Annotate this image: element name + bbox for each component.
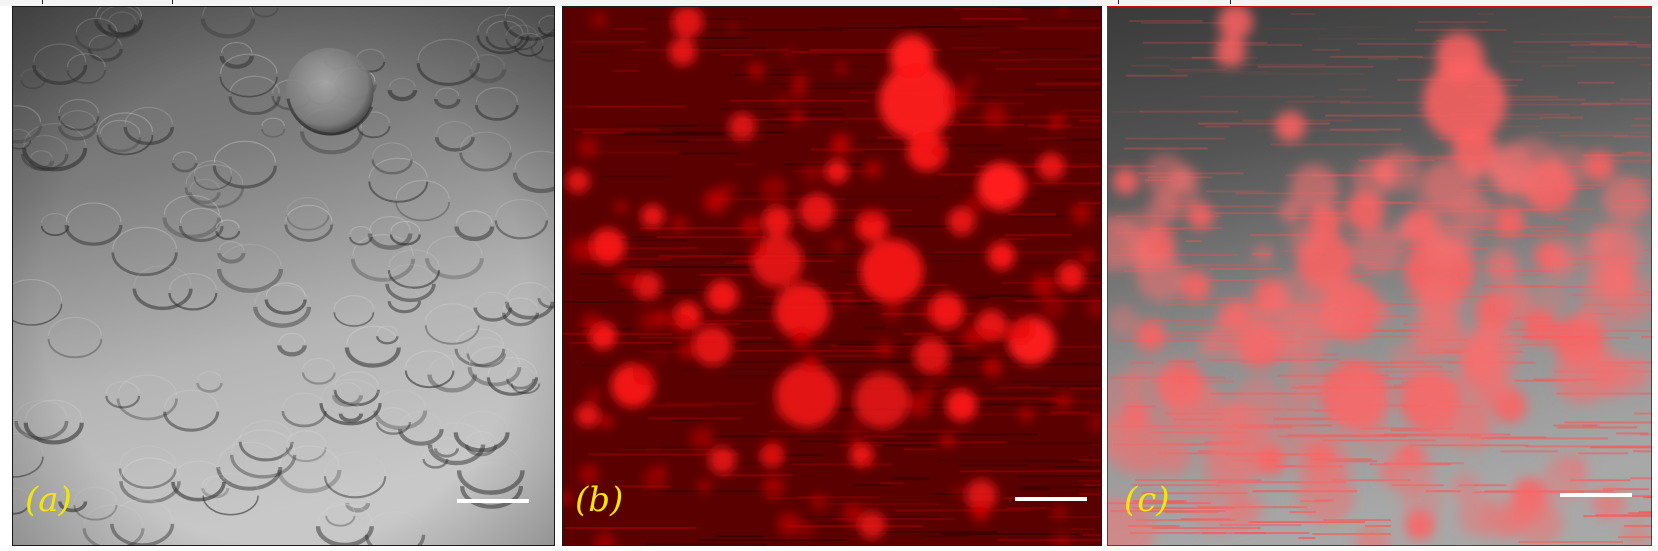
header-strip [0,0,1658,6]
fluorescence-image [563,7,1101,545]
scale-bar [457,499,529,503]
header-tick [42,0,43,4]
brightfield-image [13,7,554,545]
header-tick [1118,0,1119,4]
header-tick [1230,0,1231,4]
header-tick [172,0,173,4]
overlay-image [1108,7,1651,545]
panel-b-fluorescence: (b) [562,6,1102,546]
panel-label-a: (a) [25,480,72,520]
scale-bar [1560,493,1632,497]
fluorescent-spots [563,7,1101,545]
overlay-spots [1108,7,1651,545]
panel-a-brightfield: (a) [12,6,555,546]
panel-label-b: (b) [575,480,624,520]
scale-bar [1015,497,1087,501]
panel-label-c: (c) [1124,480,1170,520]
panel-c-overlay: (c) [1107,6,1652,546]
